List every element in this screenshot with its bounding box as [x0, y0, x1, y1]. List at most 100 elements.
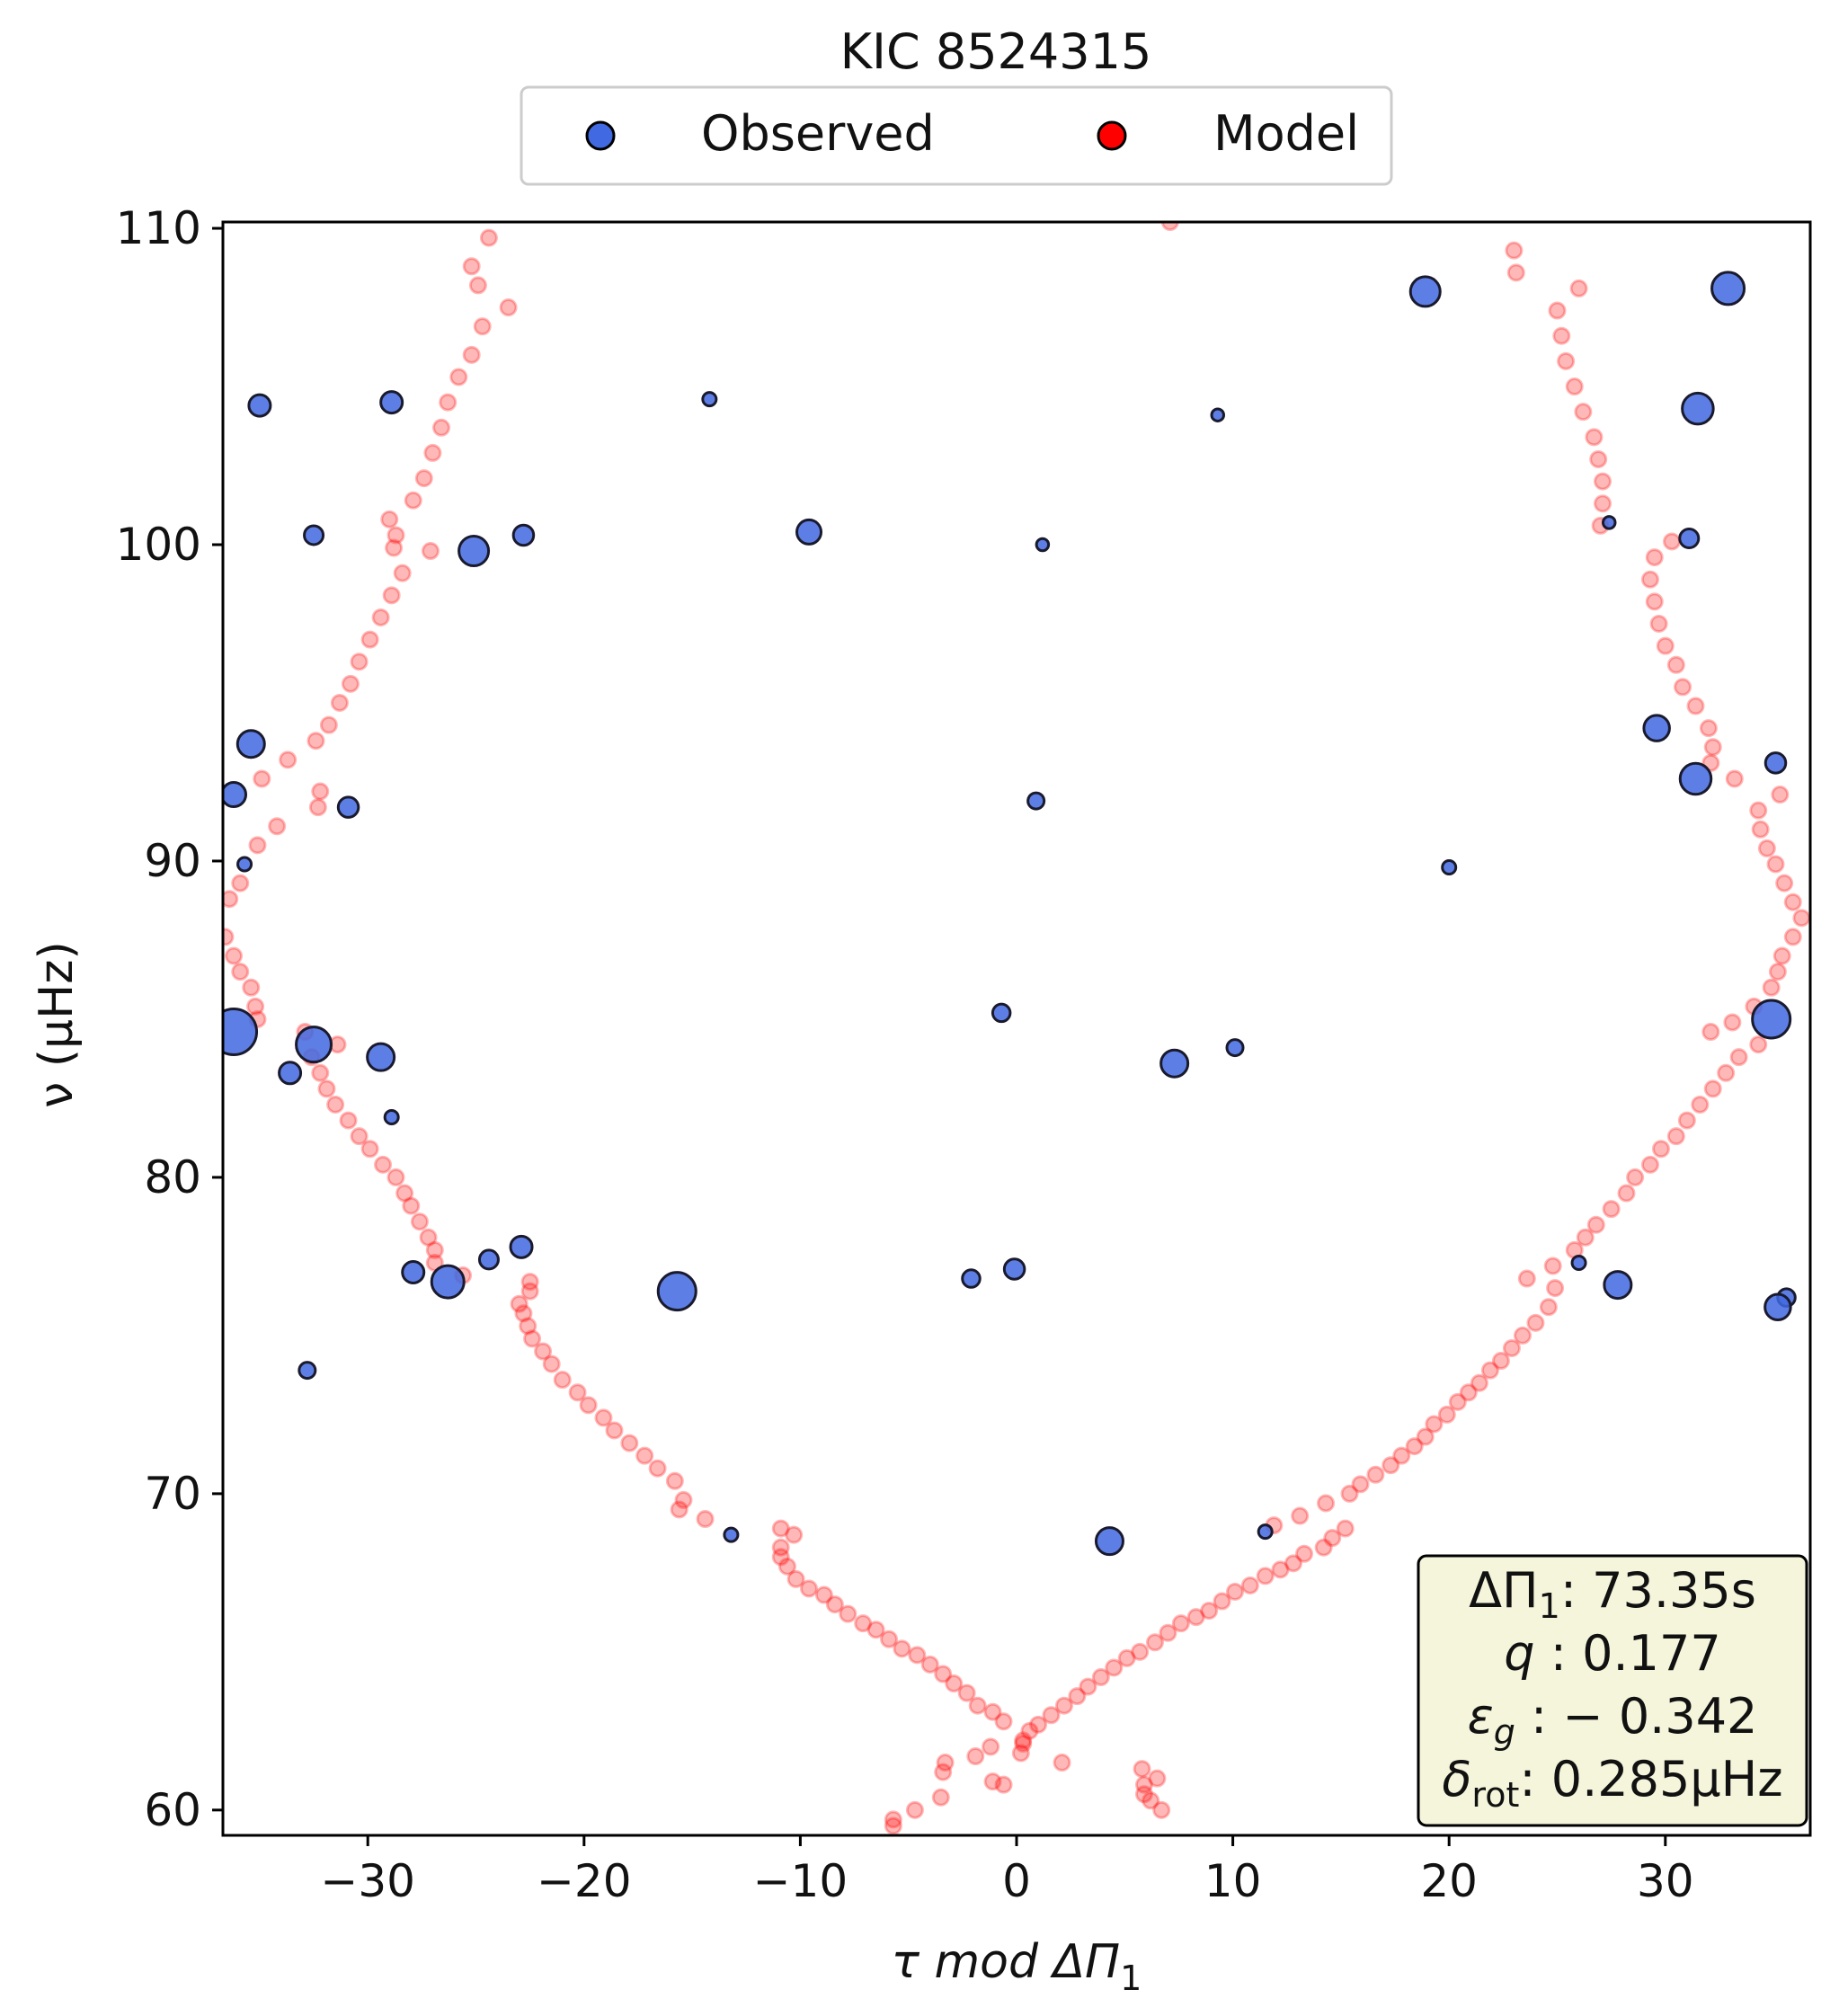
model-point — [934, 1665, 953, 1683]
model-point — [1762, 978, 1781, 997]
param-epsilon-g: εg : − 0.342 — [1468, 1688, 1758, 1752]
model-point — [934, 1763, 953, 1781]
model-point — [1014, 1734, 1033, 1753]
model-point — [360, 630, 379, 649]
y-tick-label: 110 — [116, 202, 201, 254]
model-point — [1691, 1095, 1710, 1114]
model-point — [1142, 1791, 1160, 1810]
model-point — [319, 715, 338, 734]
model-point — [1134, 1775, 1153, 1794]
model-point — [620, 1434, 639, 1452]
observed-point — [961, 1268, 982, 1289]
model-point — [382, 586, 401, 605]
model-point — [421, 542, 440, 561]
parameters-box: ΔΠ1: 73.35s q : 0.177 εg : − 0.342 δrot:… — [1417, 1554, 1808, 1827]
observed-point — [656, 1271, 697, 1312]
model-point — [1226, 1582, 1245, 1601]
model-point — [696, 1510, 715, 1529]
model-point — [1317, 1494, 1336, 1513]
model-point — [1666, 655, 1685, 674]
model-point — [520, 1273, 539, 1292]
model-point — [1569, 279, 1588, 298]
model-point — [223, 890, 239, 909]
observed-point — [1751, 999, 1792, 1040]
model-point — [1640, 570, 1659, 589]
model-point — [1117, 1648, 1136, 1667]
model-point — [1256, 1567, 1275, 1585]
parameters-box-frame — [1417, 1554, 1808, 1827]
model-point — [983, 1772, 1002, 1791]
model-point — [419, 1228, 438, 1247]
model-point — [223, 928, 235, 946]
model-point — [439, 393, 458, 412]
model-point — [674, 1490, 693, 1509]
observed-point — [511, 523, 536, 547]
model-point — [1131, 1642, 1150, 1661]
model-point — [246, 997, 265, 1016]
observed-point — [458, 535, 491, 568]
model-point — [1766, 855, 1785, 874]
model-point — [1133, 1760, 1151, 1779]
param-q: q : 0.177 — [1504, 1625, 1720, 1682]
observed-point — [1026, 791, 1046, 811]
observed-point — [1642, 714, 1671, 742]
model-point — [386, 526, 405, 545]
model-point — [1470, 1373, 1488, 1392]
model-point — [786, 1569, 805, 1588]
observed-point — [1763, 1292, 1792, 1321]
model-point — [1448, 1392, 1467, 1411]
model-point — [248, 836, 267, 855]
param-delta-pi-name: ΔΠ — [1469, 1562, 1539, 1619]
observed-point — [223, 781, 248, 809]
model-point — [462, 257, 481, 276]
model-point — [1323, 1529, 1342, 1548]
model-point — [402, 1196, 421, 1215]
model-point — [1674, 678, 1692, 697]
model-point — [1200, 1602, 1219, 1621]
observed-point — [379, 390, 404, 415]
model-point — [1783, 893, 1802, 911]
model-point — [648, 1459, 667, 1478]
model-point — [1459, 1383, 1478, 1402]
model-point — [1645, 592, 1664, 611]
model-point — [1649, 614, 1668, 633]
model-point — [1159, 1623, 1177, 1642]
model-point — [1640, 1155, 1659, 1174]
model-point — [462, 345, 481, 364]
observed-point — [1159, 1048, 1190, 1079]
model-point — [1416, 1427, 1435, 1446]
model-point — [449, 368, 468, 386]
x-axis: −30 −20 −10 0 10 20 30 — [320, 1835, 1694, 1907]
model-point — [1314, 1538, 1333, 1557]
model-point — [534, 1342, 553, 1361]
param-epsilon-sub: g — [1494, 1712, 1515, 1752]
model-point — [1145, 1633, 1164, 1652]
model-point — [385, 538, 404, 557]
model-point — [1054, 1696, 1073, 1715]
model-point — [523, 1329, 542, 1348]
model-point — [1701, 1023, 1720, 1042]
model-point — [1053, 1754, 1071, 1772]
model-point — [231, 963, 250, 981]
y-tick-label: 90 — [144, 835, 201, 887]
observed-point — [1678, 761, 1713, 796]
observed-point — [278, 1061, 303, 1086]
model-point — [1029, 1715, 1048, 1734]
model-point — [326, 1095, 345, 1114]
model-point — [1506, 263, 1525, 282]
model-point — [380, 510, 399, 528]
param-epsilon-name: ε — [1468, 1688, 1494, 1745]
param-delta-rot-name: δ — [1442, 1751, 1471, 1807]
model-point — [231, 874, 250, 893]
model-point — [1552, 326, 1571, 345]
model-point — [1351, 1475, 1370, 1494]
model-point — [1020, 1721, 1039, 1740]
model-point — [1666, 1127, 1685, 1146]
model-point — [1291, 1506, 1310, 1525]
y-tick-label: 80 — [144, 1151, 201, 1203]
observed-point — [235, 729, 266, 759]
model-point — [1505, 241, 1524, 260]
param-q-name: q — [1504, 1625, 1534, 1682]
model-point — [1014, 1731, 1033, 1750]
model-point — [771, 1548, 790, 1567]
